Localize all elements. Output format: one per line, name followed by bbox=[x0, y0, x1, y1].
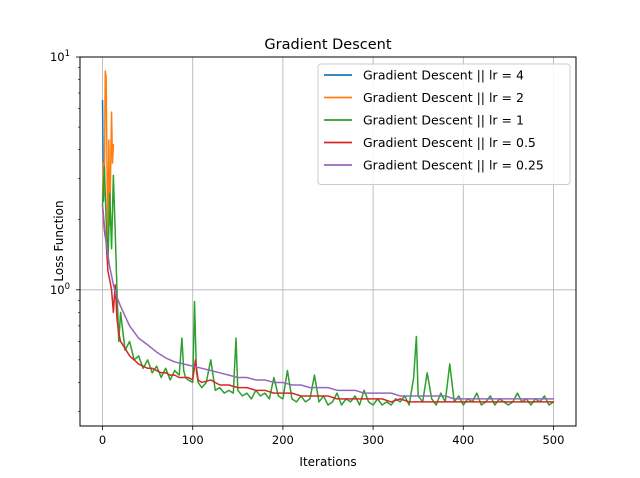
legend-label: Gradient Descent || lr = 2 bbox=[363, 90, 524, 105]
x-tick-label: 0 bbox=[99, 433, 106, 447]
legend-box bbox=[317, 63, 571, 185]
plot-frame bbox=[79, 56, 577, 427]
y-tick-exponent: 0 bbox=[65, 282, 70, 292]
legend-label: Gradient Descent || lr = 0.5 bbox=[363, 135, 536, 150]
x-tick-label: 300 bbox=[362, 433, 384, 447]
x-tick-label: 200 bbox=[272, 433, 294, 447]
series-line-3 bbox=[101, 204, 555, 403]
series-line-4 bbox=[101, 204, 555, 400]
y-axis-label: Loss Function bbox=[52, 200, 66, 281]
y-tick-base: 10 bbox=[50, 50, 65, 64]
legend-label: Gradient Descent || lr = 4 bbox=[363, 68, 524, 83]
legend-label: Gradient Descent || lr = 1 bbox=[363, 113, 524, 128]
legend-label: Gradient Descent || lr = 0.25 bbox=[363, 158, 544, 173]
x-tick-label: 400 bbox=[452, 433, 474, 447]
series-line-2 bbox=[101, 165, 555, 406]
y-tick-label: 101 bbox=[50, 49, 70, 64]
x-tick-label: 100 bbox=[182, 433, 204, 447]
series-layer bbox=[101, 70, 555, 406]
chart-title: Gradient Descent bbox=[264, 37, 391, 53]
y-tick-base: 10 bbox=[50, 283, 65, 297]
y-tick-label: 100 bbox=[50, 282, 70, 297]
y-tick-exponent: 1 bbox=[65, 49, 70, 59]
x-axis-label: Iterations bbox=[299, 455, 356, 469]
legend: Gradient Descent || lr = 4 Gradient Desce… bbox=[317, 63, 571, 185]
x-axis-ticks: 0 100 200 300 400 500 bbox=[99, 426, 564, 447]
x-tick-label: 500 bbox=[542, 433, 564, 447]
